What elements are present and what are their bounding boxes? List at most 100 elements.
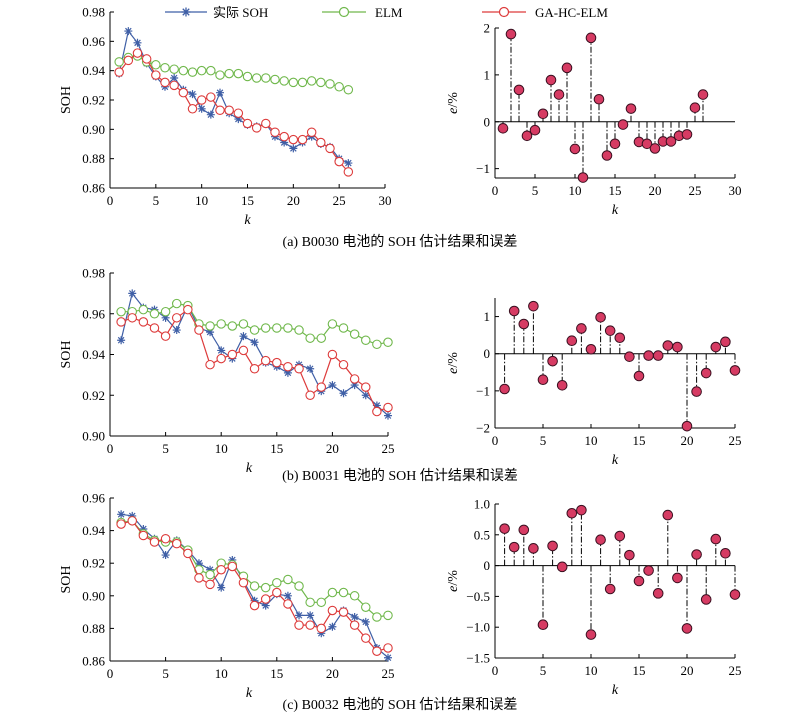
series-point-gahc	[160, 331, 171, 341]
series-point-actual	[217, 346, 226, 355]
series-point-elm	[305, 597, 315, 608]
series-point-elm	[316, 597, 327, 608]
error-point	[691, 549, 702, 560]
series-point-actual	[361, 617, 370, 626]
series-point-actual	[128, 511, 137, 520]
series-point-elm	[149, 308, 160, 319]
series-point-elm	[260, 323, 271, 333]
series-point-actual	[384, 411, 392, 420]
series-point-gahc	[251, 123, 262, 133]
x-tick-label: 5	[540, 433, 547, 448]
series-point-actual	[239, 332, 248, 341]
x-tick-label: 10	[569, 183, 582, 198]
series-point-actual	[139, 524, 148, 533]
series-point-elm	[249, 581, 260, 591]
series-line-3	[120, 308, 389, 413]
series-point-gahc	[187, 104, 198, 114]
y-tick-label: 0.98	[82, 266, 105, 281]
series-point-gahc	[116, 519, 126, 529]
y-tick-label: −1.0	[466, 620, 490, 635]
y-tick-label: 0.5	[474, 527, 490, 542]
x-tick-label: 15	[241, 193, 254, 208]
error-point	[513, 84, 525, 96]
legend-actual-star	[181, 7, 191, 17]
series-point-actual	[170, 74, 179, 82]
y-axis-label-unit: /%	[446, 92, 461, 108]
y-tick-label: 0.98	[82, 5, 105, 20]
series-point-gahc	[325, 143, 335, 154]
error-point	[547, 540, 558, 552]
series-point-actual	[280, 138, 289, 147]
error-point	[720, 547, 731, 559]
series-point-actual	[250, 338, 259, 347]
series-point-elm	[178, 65, 189, 76]
y-tick-label: −1.5	[466, 651, 490, 666]
y-tick-label: 0.92	[82, 388, 105, 403]
error-point	[576, 323, 587, 334]
series-point-gahc	[334, 156, 344, 167]
error-point	[585, 32, 597, 44]
series-point-elm	[338, 323, 349, 333]
series-point-gahc	[149, 323, 160, 333]
y-tick-label: 0.94	[82, 523, 105, 538]
series-point-gahc	[141, 54, 152, 64]
legend-gahc-marker	[498, 6, 510, 18]
x-tick-label: 0	[107, 193, 114, 208]
series-point-elm	[249, 325, 260, 335]
y-tick-label: 0.92	[82, 556, 105, 571]
y-tick-label: 0.96	[82, 306, 105, 321]
series-point-actual	[384, 653, 392, 662]
series-point-gahc	[116, 317, 126, 327]
series-point-actual	[306, 611, 315, 620]
series-point-gahc	[227, 561, 238, 572]
panel-6: 0 5 10 15 20 25 −1.5 −1.0 −0.5 0 0.5 1.0 k e/%	[446, 497, 742, 699]
series-point-gahc	[297, 134, 308, 145]
x-tick-label: 10	[215, 666, 228, 681]
error-point	[609, 138, 621, 150]
error-point	[601, 150, 613, 161]
series-point-gahc	[160, 533, 171, 544]
series-point-elm	[138, 304, 149, 315]
error-point	[672, 341, 683, 353]
y-tick-label: 0.86	[82, 181, 105, 196]
x-tick-label: 5	[532, 183, 539, 198]
error-point	[681, 623, 693, 634]
series-point-gahc	[294, 364, 304, 374]
series-point-gahc	[233, 108, 244, 118]
series-point-actual	[206, 565, 215, 574]
y-tick-label: −2	[476, 421, 490, 436]
series-point-gahc	[316, 382, 327, 392]
y-tick-label: −1	[476, 383, 490, 398]
error-point	[689, 102, 701, 113]
error-point	[662, 340, 674, 351]
x-tick-label: 0	[492, 663, 499, 678]
legend-elm-marker	[338, 6, 350, 18]
x-tick-label: 25	[729, 433, 742, 448]
y-axis-label-symbol: e	[446, 108, 461, 114]
error-point	[672, 572, 683, 584]
error-point	[529, 124, 541, 136]
series-point-gahc	[206, 92, 216, 102]
x-tick-label: 10	[585, 663, 598, 678]
y-tick-label: 0	[484, 558, 491, 573]
error-point	[617, 119, 629, 130]
y-tick-label: 0.90	[82, 429, 105, 444]
error-point	[566, 335, 578, 347]
x-tick-label: 5	[153, 193, 160, 208]
error-point	[649, 143, 661, 154]
series-point-gahc	[306, 127, 317, 138]
y-axis-label-symbol: e	[446, 368, 461, 374]
series-point-gahc	[194, 573, 204, 583]
y-axis-label: e/%	[446, 92, 461, 114]
x-tick-label: 20	[649, 183, 662, 198]
series-point-gahc	[372, 406, 382, 417]
series-point-gahc	[349, 374, 360, 384]
legend-elm-label: ELM	[375, 5, 403, 20]
y-axis-label: SOH	[59, 86, 74, 114]
series-point-actual	[344, 159, 353, 168]
error-point	[614, 530, 626, 542]
series-point-elm	[261, 73, 271, 83]
legend-actual-label: 实际 SOH	[213, 5, 268, 20]
series-point-gahc	[216, 353, 226, 364]
